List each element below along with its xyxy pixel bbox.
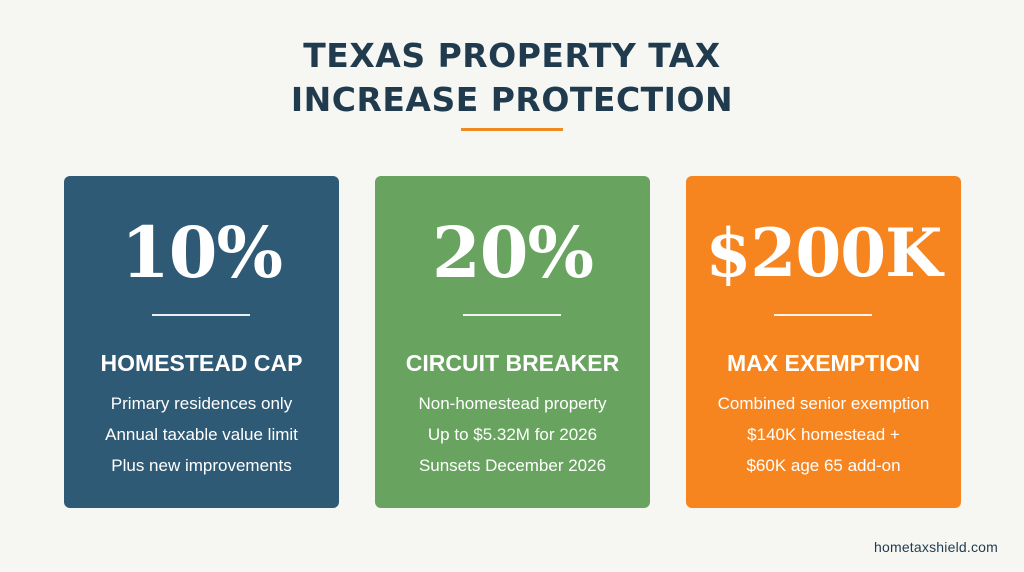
card-detail-line: Sunsets December 2026 bbox=[418, 456, 607, 475]
card-details: Non-homestead property Up to $5.32M for … bbox=[375, 388, 650, 481]
card-label: CIRCUIT BREAKER bbox=[405, 350, 620, 376]
card-details: Primary residences only Annual taxable v… bbox=[64, 388, 339, 481]
card-label: HOMESTEAD CAP bbox=[100, 350, 303, 376]
title-underline bbox=[461, 128, 563, 131]
title-line-2: INCREASE PROTECTION bbox=[290, 80, 734, 119]
card-detail-line: Primary residences only bbox=[110, 394, 293, 413]
card-detail-line: Non-homestead property bbox=[418, 394, 607, 413]
card-homestead-cap: 10% HOMESTEAD CAP Primary residences onl… bbox=[64, 176, 339, 508]
card-details: Combined senior exemption $140K homestea… bbox=[686, 388, 961, 481]
card-divider bbox=[152, 314, 250, 316]
card-divider bbox=[774, 314, 872, 316]
card-max-exemption: $200K MAX EXEMPTION Combined senior exem… bbox=[686, 176, 961, 508]
page-title: TEXAS PROPERTY TAX INCREASE PROTECTION bbox=[0, 34, 1024, 122]
card-detail-line: Up to $5.32M for 2026 bbox=[427, 425, 598, 444]
card-value: 20% bbox=[432, 211, 594, 294]
footer-website: hometaxshield.com bbox=[873, 539, 998, 555]
card-value: 10% bbox=[121, 211, 283, 294]
title-line-1: TEXAS PROPERTY TAX bbox=[303, 36, 721, 75]
card-detail-line: Combined senior exemption bbox=[717, 394, 930, 413]
card-label: MAX EXEMPTION bbox=[727, 350, 920, 376]
card-detail-line: Plus new improvements bbox=[111, 456, 292, 475]
card-divider bbox=[463, 314, 561, 316]
card-detail-line: Annual taxable value limit bbox=[105, 425, 298, 444]
card-circuit-breaker: 20% CIRCUIT BREAKER Non-homestead proper… bbox=[375, 176, 650, 508]
card-detail-line: $140K homestead + bbox=[747, 425, 900, 444]
card-detail-line: $60K age 65 add-on bbox=[746, 456, 901, 475]
card-value: $200K bbox=[705, 214, 942, 292]
